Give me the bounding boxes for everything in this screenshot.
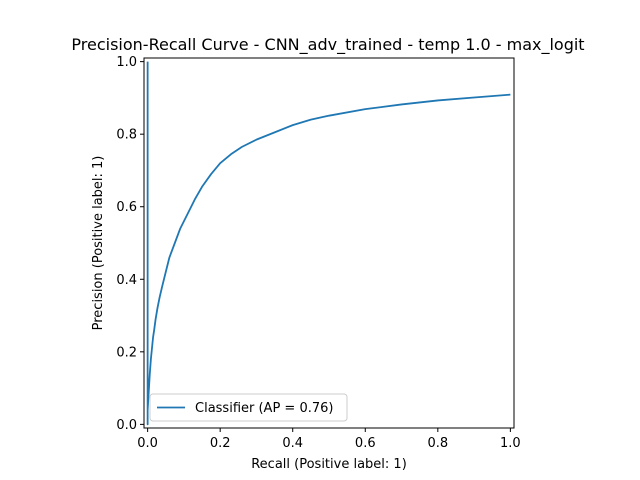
y-axis: 0.0 0.2 0.4 0.6 0.8 1.0 [116,55,144,433]
x-axis-label: Recall (Positive label: 1) [251,457,407,472]
plot-area [146,61,511,426]
x-tick-label: 0.0 [137,436,158,451]
y-tick-label: 0.6 [116,200,137,215]
series-line-classifier [146,61,511,426]
y-tick-label: 1.0 [116,55,137,70]
x-tick-label: 0.2 [210,436,231,451]
legend: Classifier (AP = 0.76) [149,393,348,422]
axes-frame [143,57,515,429]
x-tick-label: 1.0 [500,436,521,451]
x-tick-label: 0.4 [282,436,303,451]
x-axis: 0.0 0.2 0.4 0.6 0.8 1.0 [137,428,521,451]
chart-title: Precision-Recall Curve - CNN_adv_trained… [71,35,584,55]
legend-box [149,393,348,422]
y-axis-label: Precision (Positive label: 1) [91,156,106,331]
y-tick-label: 0.8 [116,128,137,143]
x-tick-label: 0.8 [427,436,448,451]
legend-label: Classifier (AP = 0.76) [195,401,333,416]
y-tick-label: 0.4 [116,273,137,288]
x-tick-label: 0.6 [355,436,376,451]
y-tick-label: 0.2 [116,345,137,360]
y-tick-label: 0.0 [116,418,137,433]
